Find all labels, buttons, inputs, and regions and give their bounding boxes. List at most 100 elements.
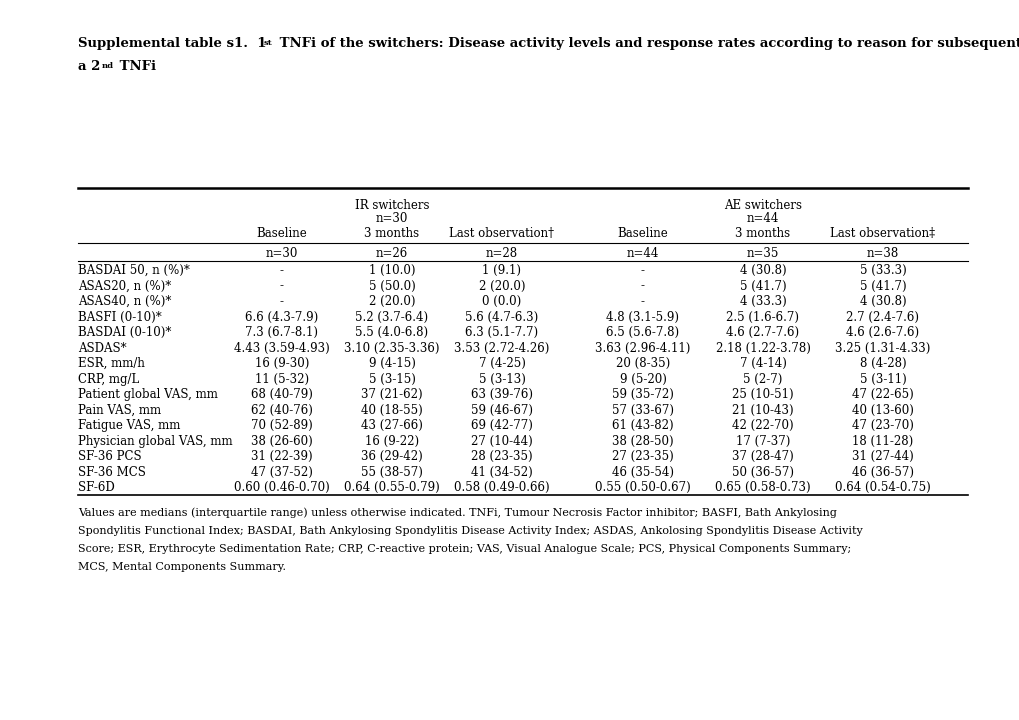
Text: 5 (2-7): 5 (2-7) <box>743 372 782 385</box>
Text: 68 (40-79): 68 (40-79) <box>251 388 313 401</box>
Text: 57 (33-67): 57 (33-67) <box>611 403 674 416</box>
Text: 37 (28-47): 37 (28-47) <box>732 450 793 463</box>
Text: 46 (36-57): 46 (36-57) <box>851 466 913 479</box>
Text: Fatigue VAS, mm: Fatigue VAS, mm <box>77 419 180 432</box>
Text: 2.7 (2.4-7.6): 2.7 (2.4-7.6) <box>846 310 918 323</box>
Text: Supplemental table s1.  1: Supplemental table s1. 1 <box>77 37 266 50</box>
Text: 2 (20.0): 2 (20.0) <box>478 279 525 292</box>
Text: AE switchers: AE switchers <box>723 199 801 212</box>
Text: 3 months: 3 months <box>735 227 790 240</box>
Text: 43 (27-66): 43 (27-66) <box>361 419 423 432</box>
Text: 31 (22-39): 31 (22-39) <box>251 450 313 463</box>
Text: 4.8 (3.1-5.9): 4.8 (3.1-5.9) <box>606 310 679 323</box>
Text: 0.58 (0.49-0.66): 0.58 (0.49-0.66) <box>453 481 549 494</box>
Text: 17 (7-37): 17 (7-37) <box>735 434 790 448</box>
Text: 5 (3-15): 5 (3-15) <box>368 372 415 385</box>
Text: Last observation†: Last observation† <box>449 227 554 240</box>
Text: 27 (23-35): 27 (23-35) <box>611 450 674 463</box>
Text: 9 (4-15): 9 (4-15) <box>368 357 415 370</box>
Text: 59 (46-67): 59 (46-67) <box>471 403 533 416</box>
Text: n=38: n=38 <box>866 247 898 260</box>
Text: MCS, Mental Components Summary.: MCS, Mental Components Summary. <box>77 562 285 572</box>
Text: SF-36 PCS: SF-36 PCS <box>77 450 142 463</box>
Text: 2 (20.0): 2 (20.0) <box>369 295 415 308</box>
Text: 55 (38-57): 55 (38-57) <box>361 466 423 479</box>
Text: n=30: n=30 <box>375 212 408 225</box>
Text: 5 (41.7): 5 (41.7) <box>859 279 906 292</box>
Text: -: - <box>280 264 283 277</box>
Text: -: - <box>280 279 283 292</box>
Text: 3.63 (2.96-4.11): 3.63 (2.96-4.11) <box>595 341 690 354</box>
Text: -: - <box>280 295 283 308</box>
Text: 6.3 (5.1-7.7): 6.3 (5.1-7.7) <box>465 326 538 339</box>
Text: Last observation‡: Last observation‡ <box>829 227 934 240</box>
Text: 3.10 (2.35-3.36): 3.10 (2.35-3.36) <box>344 341 439 354</box>
Text: 38 (26-60): 38 (26-60) <box>251 434 313 448</box>
Text: 37 (21-62): 37 (21-62) <box>361 388 423 401</box>
Text: IR switchers: IR switchers <box>355 199 429 212</box>
Text: 1 (9.1): 1 (9.1) <box>482 264 521 277</box>
Text: 3.25 (1.31-4.33): 3.25 (1.31-4.33) <box>835 341 929 354</box>
Text: 7 (4-14): 7 (4-14) <box>739 357 786 370</box>
Text: 28 (23-35): 28 (23-35) <box>471 450 532 463</box>
Text: 5 (33.3): 5 (33.3) <box>859 264 906 277</box>
Text: 5 (3-13): 5 (3-13) <box>478 372 525 385</box>
Text: 0.65 (0.58-0.73): 0.65 (0.58-0.73) <box>714 481 810 494</box>
Text: 4 (33.3): 4 (33.3) <box>739 295 786 308</box>
Text: Score; ESR, Erythrocyte Sedimentation Rate; CRP, C-reactive protein; VAS, Visual: Score; ESR, Erythrocyte Sedimentation Ra… <box>77 544 851 554</box>
Text: 50 (36-57): 50 (36-57) <box>732 466 793 479</box>
Text: CRP, mg/L: CRP, mg/L <box>77 372 140 385</box>
Text: Baseline: Baseline <box>618 227 667 240</box>
Text: 9 (5-20): 9 (5-20) <box>619 372 665 385</box>
Text: 4.6 (2.7-7.6): 4.6 (2.7-7.6) <box>726 326 799 339</box>
Text: 4.43 (3.59-4.93): 4.43 (3.59-4.93) <box>234 341 329 354</box>
Text: 18 (11-28): 18 (11-28) <box>852 434 913 448</box>
Text: 0.64 (0.55-0.79): 0.64 (0.55-0.79) <box>343 481 439 494</box>
Text: Pain VAS, mm: Pain VAS, mm <box>77 403 161 416</box>
Text: 61 (43-82): 61 (43-82) <box>611 419 674 432</box>
Text: nd: nd <box>102 62 114 70</box>
Text: 4 (30.8): 4 (30.8) <box>739 264 786 277</box>
Text: 0.55 (0.50-0.67): 0.55 (0.50-0.67) <box>594 481 690 494</box>
Text: 1 (10.0): 1 (10.0) <box>369 264 415 277</box>
Text: 70 (52-89): 70 (52-89) <box>251 419 313 432</box>
Text: 42 (22-70): 42 (22-70) <box>732 419 793 432</box>
Text: 5.6 (4.7-6.3): 5.6 (4.7-6.3) <box>465 310 538 323</box>
Text: 40 (13-60): 40 (13-60) <box>851 403 913 416</box>
Text: 4 (30.8): 4 (30.8) <box>859 295 906 308</box>
Text: 59 (35-72): 59 (35-72) <box>611 388 674 401</box>
Text: Patient global VAS, mm: Patient global VAS, mm <box>77 388 218 401</box>
Text: 25 (10-51): 25 (10-51) <box>732 388 793 401</box>
Text: -: - <box>640 295 644 308</box>
Text: Spondylitis Functional Index; BASDAI, Bath Ankylosing Spondylitis Disease Activi: Spondylitis Functional Index; BASDAI, Ba… <box>77 526 862 536</box>
Text: 63 (39-76): 63 (39-76) <box>471 388 533 401</box>
Text: -: - <box>640 264 644 277</box>
Text: 7.3 (6.7-8.1): 7.3 (6.7-8.1) <box>246 326 318 339</box>
Text: 47 (22-65): 47 (22-65) <box>851 388 913 401</box>
Text: 40 (18-55): 40 (18-55) <box>361 403 423 416</box>
Text: 0.60 (0.46-0.70): 0.60 (0.46-0.70) <box>234 481 329 494</box>
Text: 0 (0.0): 0 (0.0) <box>482 295 521 308</box>
Text: Physician global VAS, mm: Physician global VAS, mm <box>77 434 232 448</box>
Text: 6.5 (5.6-7.8): 6.5 (5.6-7.8) <box>606 326 679 339</box>
Text: 62 (40-76): 62 (40-76) <box>251 403 313 416</box>
Text: 46 (35-54): 46 (35-54) <box>611 466 674 479</box>
Text: 8 (4-28): 8 (4-28) <box>859 357 906 370</box>
Text: n=44: n=44 <box>627 247 658 260</box>
Text: 5 (3-11): 5 (3-11) <box>859 372 906 385</box>
Text: 41 (34-52): 41 (34-52) <box>471 466 532 479</box>
Text: 16 (9-22): 16 (9-22) <box>365 434 419 448</box>
Text: 38 (28-50): 38 (28-50) <box>611 434 674 448</box>
Text: SF-36 MCS: SF-36 MCS <box>77 466 146 479</box>
Text: 47 (23-70): 47 (23-70) <box>851 419 913 432</box>
Text: 27 (10-44): 27 (10-44) <box>471 434 532 448</box>
Text: ASDAS*: ASDAS* <box>77 341 126 354</box>
Text: SF-6D: SF-6D <box>77 481 114 494</box>
Text: 5 (50.0): 5 (50.0) <box>368 279 415 292</box>
Text: 6.6 (4.3-7.9): 6.6 (4.3-7.9) <box>246 310 318 323</box>
Text: n=26: n=26 <box>376 247 408 260</box>
Text: 7 (4-25): 7 (4-25) <box>478 357 525 370</box>
Text: 5.5 (4.0-6.8): 5.5 (4.0-6.8) <box>355 326 428 339</box>
Text: 36 (29-42): 36 (29-42) <box>361 450 423 463</box>
Text: 11 (5-32): 11 (5-32) <box>255 372 309 385</box>
